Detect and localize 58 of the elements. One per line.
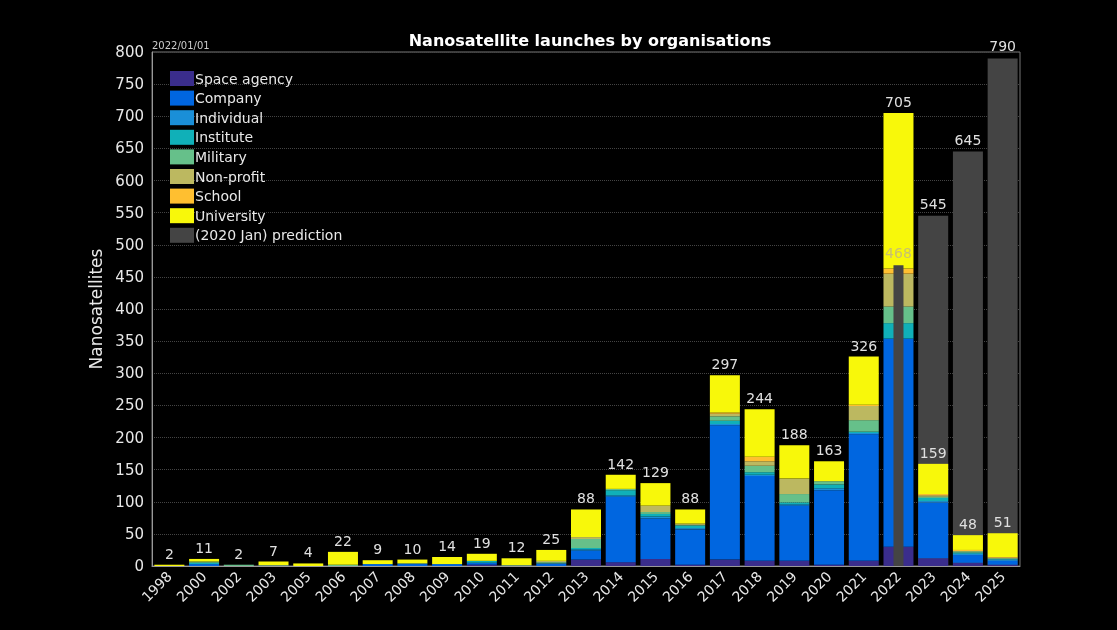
total-label: 10	[403, 540, 422, 557]
y-tick-label: 750	[115, 75, 144, 94]
total-label: 14	[438, 538, 457, 555]
legend-label: School	[195, 188, 242, 205]
legend-label: Individual	[195, 109, 264, 126]
legend-label: Company	[195, 90, 262, 107]
y-tick-label: 450	[115, 267, 144, 286]
y-tick-label: 150	[115, 460, 144, 479]
y-tick-label: 50	[124, 524, 144, 543]
total-label: 22	[334, 532, 352, 549]
total-label: 244	[746, 390, 774, 407]
total-label: 326	[850, 337, 878, 354]
total-label: 2	[234, 545, 244, 562]
data-label: 790	[989, 38, 1017, 55]
total-label: 9	[373, 541, 383, 558]
data-label: 545	[919, 195, 947, 212]
chart-title: Nanosatellite launches by organisations	[408, 30, 772, 50]
y-tick-label: 400	[115, 300, 144, 318]
y-tick-label: 500	[115, 235, 144, 254]
y-tick-label: 650	[115, 139, 144, 158]
total-label: 11	[195, 539, 213, 556]
y-tick-label: 100	[115, 492, 144, 511]
y-tick-label: 550	[115, 203, 144, 222]
total-label: 705	[885, 94, 912, 111]
total-label: 2	[164, 545, 174, 562]
total-label: 7	[269, 542, 278, 559]
y-tick-label: 700	[115, 107, 144, 126]
y-tick-label: 800	[115, 43, 144, 61]
total-label: 129	[642, 464, 669, 481]
legend-label: Space agency	[195, 70, 294, 87]
legend-label: (2020 Jan) prediction	[195, 227, 343, 244]
total-label: 188	[780, 426, 808, 443]
y-tick-label: 300	[115, 364, 144, 383]
total-label: 297	[711, 356, 739, 373]
text: 2022/01/01	[152, 39, 210, 51]
total-label: 12	[507, 539, 526, 556]
y-tick-label: 350	[115, 332, 144, 351]
data-label: 468	[885, 245, 912, 262]
y-tick-label: 0	[134, 557, 144, 575]
total-label: 88	[681, 490, 700, 507]
total-label: 163	[815, 442, 843, 459]
legend-label: Military	[195, 148, 247, 165]
total-label: 4	[303, 544, 313, 561]
total-label: 51	[993, 514, 1012, 531]
legend-label: Institute	[195, 129, 254, 146]
total-label: 25	[542, 530, 561, 547]
y-tick-label: 250	[115, 396, 144, 415]
y-tick-label: 200	[115, 428, 144, 447]
data-label: 645	[954, 131, 982, 148]
y-axis-title: Nanosatellites	[85, 248, 106, 370]
total-label: 159	[919, 444, 947, 461]
y-tick-label: 600	[115, 171, 144, 190]
total-label: 19	[472, 534, 491, 551]
total-label: 48	[959, 516, 977, 533]
legend-label: University	[195, 207, 266, 224]
total-label: 142	[607, 455, 635, 472]
legend-label: Non-profit	[195, 168, 266, 185]
total-label: 88	[577, 490, 595, 507]
